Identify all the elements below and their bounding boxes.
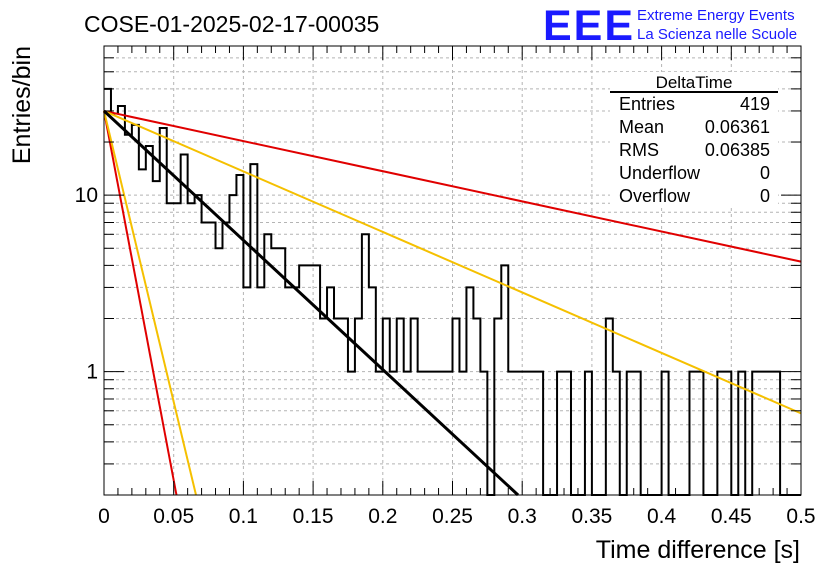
histogram-outline <box>104 87 801 496</box>
x-tick-label: 0.05 <box>153 505 194 528</box>
fit-line <box>102 109 520 497</box>
org-subtitle: La Scienza nelle Scuole <box>637 26 797 43</box>
stats-label: Entries <box>619 94 675 114</box>
x-tick-label: 0.3 <box>508 505 537 528</box>
fit-line <box>103 110 197 496</box>
x-tick-label: 0.2 <box>368 505 397 528</box>
x-tick-label: 0 <box>98 505 110 528</box>
fit-line <box>103 109 802 263</box>
stats-box-background <box>610 72 778 207</box>
y-axis-label: Entries/bin <box>8 46 36 164</box>
y-tick-label: 10 <box>75 184 98 207</box>
histogram-series <box>104 87 801 496</box>
stats-label: Underflow <box>619 163 701 183</box>
x-tick-label: 0.15 <box>293 505 334 528</box>
stats-label: Mean <box>619 117 664 137</box>
fit-line <box>103 110 178 496</box>
x-tick-label: 0.45 <box>711 505 752 528</box>
x-axis-label: Time difference [s] <box>596 536 800 564</box>
stats-label: Overflow <box>619 186 691 206</box>
chart-title: COSE-01-2025-02-17-00035 <box>84 11 379 37</box>
stats-value: 0 <box>760 186 770 206</box>
stats-rows: Entries 419 Mean 0.06361 RMS 0.06385Underflow… <box>619 94 770 206</box>
stats-value: 0 <box>760 163 770 183</box>
fit-line <box>103 110 802 415</box>
y-tick-label: 1 <box>86 361 98 384</box>
x-tick-label: 0.4 <box>647 505 677 528</box>
stats-value: 0.06385 <box>705 140 770 160</box>
x-tick-label: 0.25 <box>432 505 473 528</box>
x-tick-label: 0.5 <box>786 505 815 528</box>
axis-ticks: 0 0.05 0.1 0.15 0.2 0.25 0.3 0.35 0.4 0.45 0.5 1 10 <box>75 46 816 528</box>
stats-value: 419 <box>740 94 770 114</box>
stats-value: 0.06361 <box>705 117 770 137</box>
stats-box: DeltaTime Entries 419 Mean 0.06361 RMS 0.0638… <box>610 72 778 207</box>
stats-label: RMS <box>619 140 659 160</box>
org-name: Extreme Energy Events <box>637 7 795 24</box>
x-tick-label: 0.1 <box>229 505 258 528</box>
x-tick-label: 0.35 <box>571 505 612 528</box>
eee-logo: EEE <box>543 2 635 50</box>
stats-title: DeltaTime <box>656 73 733 92</box>
fit-curves <box>102 109 802 497</box>
